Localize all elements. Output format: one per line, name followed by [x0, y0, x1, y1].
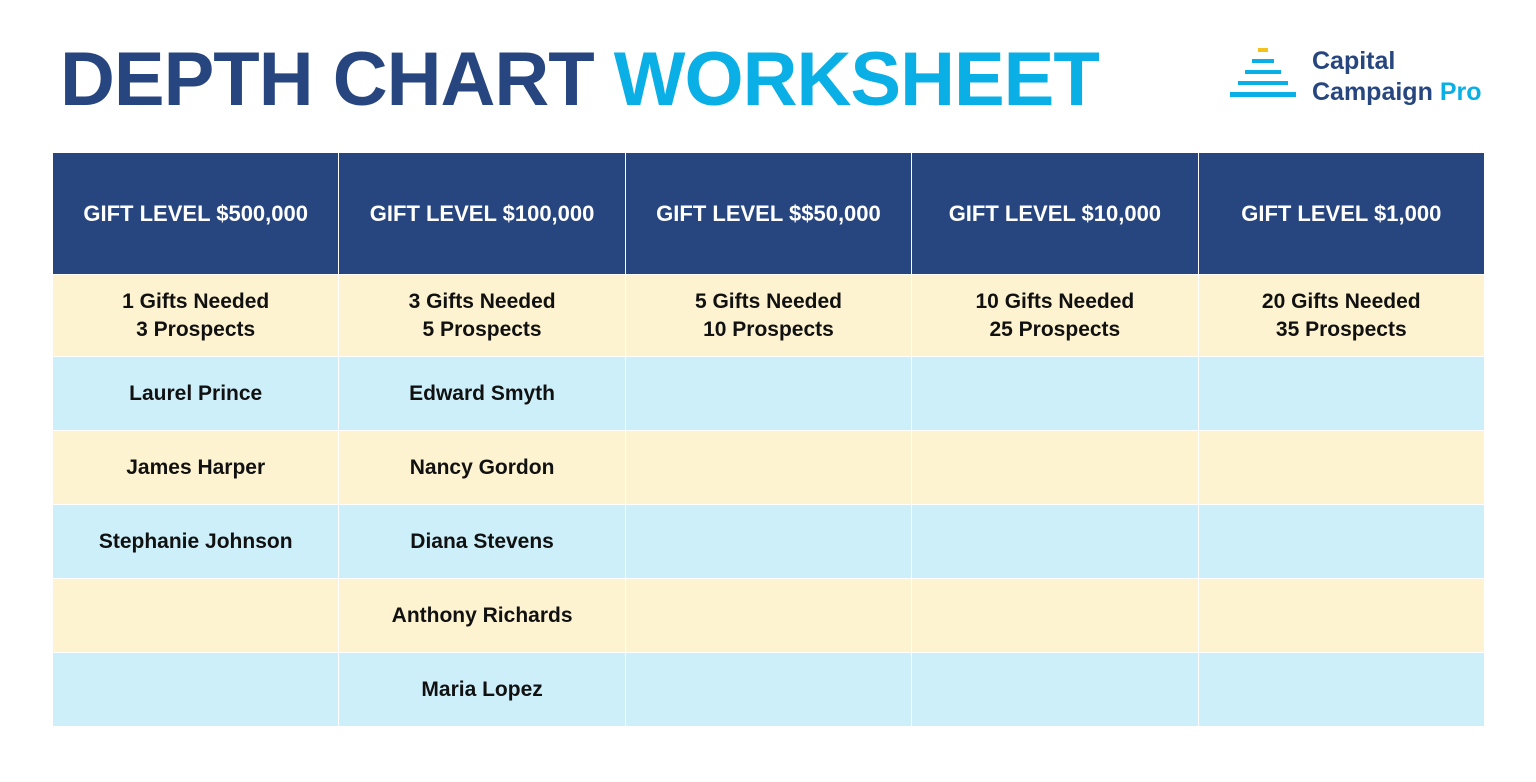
- empty-cell: [911, 356, 1199, 431]
- empty-cell: [624, 578, 913, 653]
- title-dark: DEPTH CHART: [60, 37, 595, 122]
- needs-cell: 3 Gifts Needed 5 Prospects: [338, 274, 626, 357]
- prospect-name: Laurel Prince: [51, 356, 340, 431]
- logo-icon: [1230, 48, 1296, 97]
- empty-cell: [911, 578, 1199, 653]
- empty-cell: [624, 652, 913, 727]
- needs-cell: 10 Gifts Needed 25 Prospects: [911, 274, 1199, 357]
- empty-cell: [51, 578, 340, 653]
- column-header: GIFT LEVEL $10,000: [911, 152, 1199, 275]
- title-light: WORKSHEET: [613, 37, 1100, 122]
- name-row: Stephanie Johnson Diana Stevens: [51, 504, 1486, 579]
- prospect-name: Anthony Richards: [338, 578, 626, 653]
- prospect-name: Stephanie Johnson: [51, 504, 340, 579]
- empty-cell: [624, 356, 913, 431]
- logo-accent: Pro: [1439, 78, 1482, 106]
- prospects: 35 Prospects: [1275, 317, 1407, 341]
- gifts-needed: 1 Gifts Needed: [122, 289, 270, 313]
- gifts-needed: 5 Gifts Needed: [694, 289, 842, 313]
- needs-cell: 1 Gifts Needed 3 Prospects: [51, 274, 340, 357]
- column-header: GIFT LEVEL $$50,000: [624, 152, 913, 275]
- empty-cell: [1197, 430, 1486, 505]
- prospect-name: Maria Lopez: [338, 652, 626, 727]
- empty-cell: [1197, 504, 1486, 579]
- name-row: Laurel Prince Edward Smyth: [51, 356, 1486, 431]
- logo-line2: Campaign Pro: [1312, 77, 1482, 108]
- empty-cell: [51, 652, 340, 727]
- empty-cell: [624, 504, 913, 579]
- prospects: 3 Prospects: [136, 317, 256, 341]
- logo-line2-main: Campaign: [1312, 78, 1433, 106]
- needs-row: 1 Gifts Needed 3 Prospects 3 Gifts Needed 5…: [51, 274, 1486, 357]
- empty-cell: [911, 652, 1199, 727]
- column-header: GIFT LEVEL $1,000: [1197, 152, 1486, 275]
- needs-cell: 20 Gifts Needed 35 Prospects: [1197, 274, 1486, 357]
- logo-text: Capital Campaign Pro: [1312, 46, 1482, 108]
- prospect-name: Diana Stevens: [338, 504, 626, 579]
- empty-cell: [624, 430, 913, 505]
- column-header: GIFT LEVEL $100,000: [338, 152, 626, 275]
- prospect-name: James Harper: [51, 430, 340, 505]
- logo-line1: Capital: [1312, 47, 1396, 75]
- empty-cell: [1197, 356, 1486, 431]
- prospect-name: Edward Smyth: [338, 356, 626, 431]
- empty-cell: [1197, 578, 1486, 653]
- depth-table: GIFT LEVEL $500,000 GIFT LEVEL $100,000 GI…: [51, 152, 1486, 727]
- name-row: Maria Lopez: [51, 652, 1486, 727]
- prospects: 25 Prospects: [989, 317, 1121, 341]
- title: DEPTH CHART WORKSHEET: [60, 36, 1100, 123]
- needs-cell: 5 Gifts Needed 10 Prospects: [624, 274, 913, 357]
- logo: Capital Campaign Pro: [1230, 46, 1500, 110]
- gifts-needed: 10 Gifts Needed: [975, 289, 1135, 313]
- name-row: Anthony Richards: [51, 578, 1486, 653]
- empty-cell: [911, 504, 1199, 579]
- prospects: 10 Prospects: [703, 317, 834, 341]
- gifts-needed: 20 Gifts Needed: [1261, 289, 1421, 313]
- empty-cell: [1197, 652, 1486, 727]
- empty-cell: [911, 430, 1199, 505]
- prospects: 5 Prospects: [422, 317, 542, 341]
- name-row: James Harper Nancy Gordon: [51, 430, 1486, 505]
- header-row: GIFT LEVEL $500,000 GIFT LEVEL $100,000 GI…: [51, 152, 1486, 275]
- gifts-needed: 3 Gifts Needed: [408, 289, 556, 313]
- prospect-name: Nancy Gordon: [338, 430, 626, 505]
- column-header: GIFT LEVEL $500,000: [51, 152, 340, 275]
